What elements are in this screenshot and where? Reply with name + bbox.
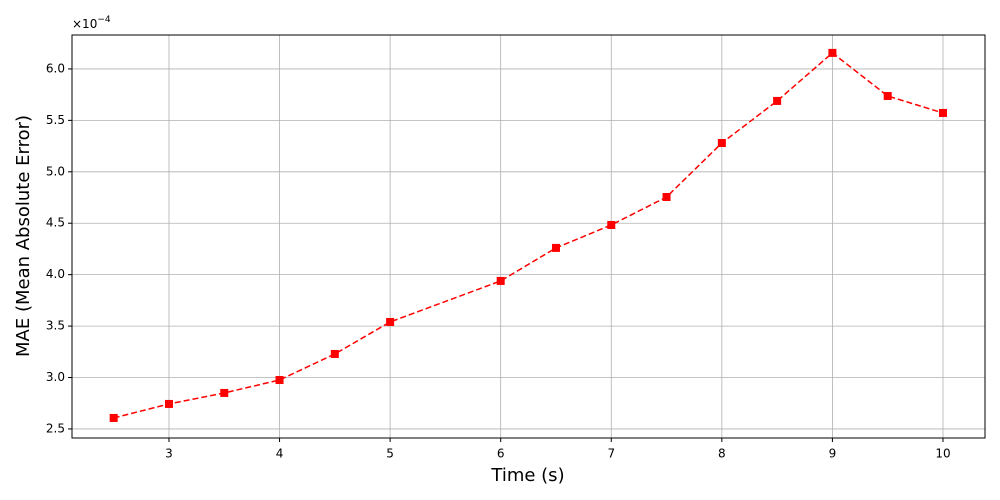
- data-marker: [275, 375, 284, 384]
- data-marker: [773, 96, 782, 105]
- x-tick-label: 4: [276, 447, 284, 461]
- y-tick-label: 4.5: [46, 216, 65, 230]
- data-marker: [109, 413, 118, 422]
- y-tick-label: 2.5: [46, 421, 65, 435]
- y-tick-label: 5.0: [46, 164, 65, 178]
- axis-multiplier: ×10−4: [72, 15, 111, 31]
- x-tick-label: 10: [935, 447, 950, 461]
- data-marker: [717, 139, 726, 148]
- data-marker: [386, 317, 395, 326]
- multiplier-exponent: −4: [97, 15, 111, 25]
- data-marker: [662, 193, 671, 202]
- data-marker: [551, 243, 560, 252]
- data-marker: [828, 48, 837, 57]
- x-tick-label: 6: [497, 447, 505, 461]
- y-tick-label: 6.0: [46, 61, 65, 75]
- y-tick-label: 3.0: [46, 370, 65, 384]
- data-marker: [883, 91, 892, 100]
- x-tick-label: 5: [386, 447, 394, 461]
- data-line: [113, 51, 944, 419]
- y-tick-label: 3.5: [46, 319, 65, 333]
- x-tick-label: 9: [829, 447, 837, 461]
- data-marker: [220, 388, 229, 397]
- x-tick-label: 3: [165, 447, 173, 461]
- plot-frame: [71, 34, 986, 439]
- data-marker: [164, 399, 173, 408]
- x-tick-label: 7: [607, 447, 615, 461]
- data-marker: [938, 108, 947, 117]
- data-marker: [496, 276, 505, 285]
- multiplier-base: ×10: [72, 17, 97, 31]
- data-marker: [330, 349, 339, 358]
- y-tick-label: 5.5: [46, 113, 65, 127]
- x-axis-label: Time (s): [490, 465, 564, 486]
- y-axis-label: MAE (Mean Absolute Error): [13, 115, 34, 357]
- x-tick-label: 8: [718, 447, 726, 461]
- data-marker: [607, 220, 616, 229]
- y-tick-label: 4.0: [46, 267, 65, 281]
